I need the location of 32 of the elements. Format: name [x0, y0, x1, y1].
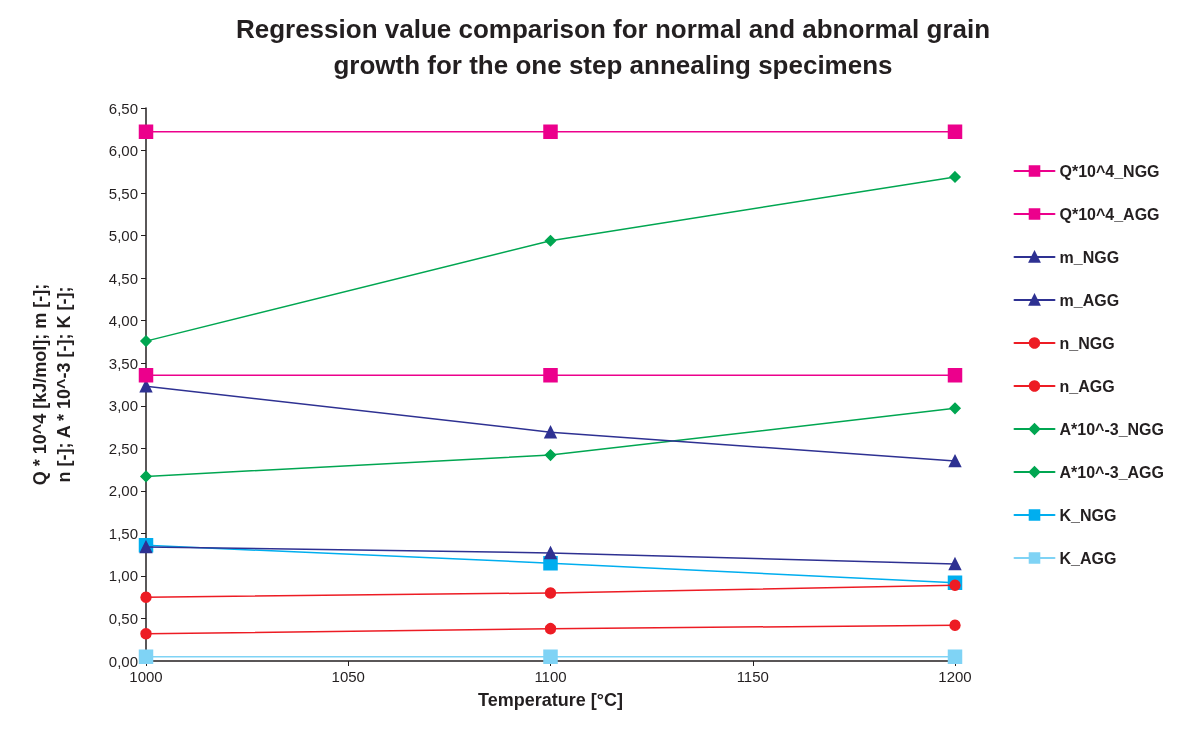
legend-label: K_AGG — [1059, 549, 1117, 567]
y-tick-label: 2,50 — [108, 439, 138, 457]
legend-label: A*10^-3_NGG — [1059, 420, 1165, 438]
chart-title: Regression value comparison for normal and abnormal grain growth for the one step annealing specimens — [235, 14, 991, 80]
x-tick-label: 1100 — [534, 668, 567, 685]
y-tick-label: 5,00 — [108, 227, 138, 245]
legend-label: n_NGG — [1059, 334, 1115, 352]
legend-label: Q*10^4_AGG — [1059, 205, 1160, 223]
y-tick-label: 6,50 — [108, 99, 138, 117]
y-tick-label: 0,50 — [108, 609, 138, 627]
legend-label: m_NGG — [1059, 248, 1120, 266]
y-axis-title: Q * 10^4 [kJ/mol]; m [-]; n [-]; A * 10^-3 [-]; K [-]; — [30, 283, 74, 486]
x-tick-label: 1000 — [129, 668, 163, 685]
y-tick-label: 2,00 — [108, 482, 138, 500]
x-tick-label: 1200 — [938, 668, 972, 685]
y-tick-label: 5,50 — [108, 184, 138, 202]
legend-label: n_AGG — [1059, 377, 1115, 395]
x-tick-label: 1150 — [736, 668, 769, 685]
y-tick-label: 3,50 — [108, 354, 138, 372]
y-tick-label: 1,50 — [108, 524, 138, 542]
y-tick-label: 0,00 — [108, 652, 138, 670]
y-tick-label: 1,00 — [108, 567, 138, 585]
y-tick-label: 6,00 — [108, 142, 138, 160]
y-tick-label: 4,50 — [108, 269, 138, 287]
legend-label: m_AGG — [1059, 291, 1120, 309]
y-tick-label: 3,00 — [108, 397, 138, 415]
x-tick-label: 1050 — [331, 668, 365, 685]
y-tick-label: 4,00 — [108, 312, 138, 330]
legend-label: A*10^-3_AGG — [1059, 463, 1165, 481]
x-axis-title: Temperature [°C] — [478, 690, 623, 710]
legend-label: Q*10^4_NGG — [1059, 162, 1160, 180]
legend-label: K_NGG — [1059, 506, 1117, 524]
